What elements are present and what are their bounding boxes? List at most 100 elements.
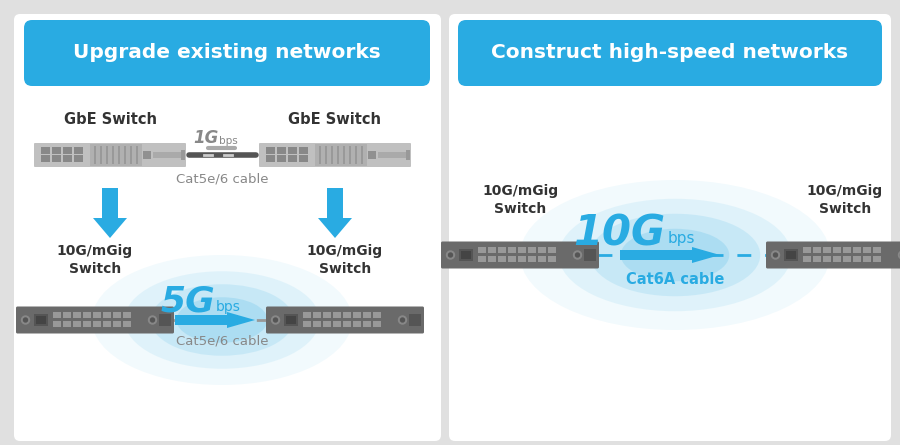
Bar (842, 247, 850, 253)
Polygon shape (93, 188, 127, 238)
Bar (547, 247, 555, 253)
Bar (353, 321, 361, 327)
Bar (83, 321, 91, 327)
Bar (373, 312, 381, 318)
Bar (277, 155, 286, 162)
Circle shape (898, 251, 900, 259)
Bar (118, 146, 120, 164)
Bar (74, 147, 83, 154)
Bar (94, 146, 96, 164)
Bar (284, 314, 298, 326)
FancyBboxPatch shape (34, 143, 186, 167)
Bar (41, 155, 50, 162)
Polygon shape (692, 247, 720, 263)
FancyBboxPatch shape (449, 14, 891, 441)
Bar (315, 144, 367, 166)
FancyBboxPatch shape (14, 14, 441, 441)
Ellipse shape (92, 255, 352, 385)
Bar (52, 147, 61, 154)
Bar (52, 312, 60, 318)
Bar (547, 256, 555, 262)
Bar (478, 256, 485, 262)
Bar (122, 312, 130, 318)
Bar (786, 251, 796, 259)
Bar (153, 152, 181, 158)
Text: Cat6A cable: Cat6A cable (626, 272, 725, 287)
Circle shape (22, 316, 30, 324)
Bar (373, 321, 381, 327)
Bar (52, 321, 60, 327)
Bar (130, 146, 132, 164)
Text: 10G/mGig
Switch: 10G/mGig Switch (57, 244, 133, 275)
Bar (852, 247, 860, 253)
Bar (852, 256, 860, 262)
Text: GbE Switch: GbE Switch (64, 113, 157, 128)
Bar (823, 256, 831, 262)
Bar (378, 152, 406, 158)
Bar (478, 247, 485, 253)
Bar (458, 249, 473, 261)
FancyBboxPatch shape (766, 242, 900, 268)
Bar (103, 312, 111, 318)
Circle shape (446, 251, 454, 259)
FancyBboxPatch shape (16, 307, 174, 333)
Bar (343, 321, 350, 327)
Polygon shape (227, 312, 255, 328)
Bar (803, 256, 811, 262)
Bar (90, 144, 142, 166)
Text: 1G: 1G (194, 129, 219, 147)
Ellipse shape (621, 229, 729, 281)
Bar (158, 314, 170, 326)
Bar (803, 247, 811, 253)
Bar (537, 247, 545, 253)
Bar (122, 321, 130, 327)
Bar (106, 146, 108, 164)
Bar (325, 146, 327, 164)
Bar (112, 321, 121, 327)
Bar (337, 146, 339, 164)
Circle shape (274, 318, 277, 322)
Bar (143, 151, 151, 159)
Text: 5G: 5G (160, 285, 215, 319)
Bar (73, 321, 80, 327)
Bar (409, 314, 420, 326)
Bar (62, 312, 70, 318)
Bar (112, 146, 114, 164)
Bar (83, 312, 91, 318)
Text: bps: bps (668, 231, 696, 246)
Circle shape (400, 318, 404, 322)
Text: Construct high-speed networks: Construct high-speed networks (491, 44, 849, 62)
Circle shape (573, 251, 581, 259)
Bar (784, 249, 797, 261)
Bar (62, 321, 70, 327)
Circle shape (23, 318, 28, 322)
Bar (312, 321, 320, 327)
Ellipse shape (520, 180, 830, 330)
Bar (175, 315, 238, 325)
Bar (288, 147, 297, 154)
Circle shape (575, 253, 580, 257)
Circle shape (148, 316, 157, 324)
Bar (349, 146, 351, 164)
Bar (537, 256, 545, 262)
Bar (488, 256, 496, 262)
Bar (488, 247, 496, 253)
Circle shape (773, 253, 778, 257)
Bar (361, 146, 363, 164)
Text: bps: bps (220, 136, 238, 146)
FancyBboxPatch shape (458, 20, 882, 86)
Bar (832, 247, 841, 253)
Bar (813, 256, 821, 262)
Bar (353, 312, 361, 318)
Bar (100, 146, 102, 164)
Bar (832, 256, 841, 262)
Bar (299, 147, 308, 154)
Bar (461, 251, 471, 259)
Bar (322, 321, 330, 327)
Bar (527, 256, 536, 262)
Bar (302, 312, 310, 318)
Bar (93, 321, 101, 327)
Bar (583, 249, 596, 261)
Bar (518, 247, 526, 253)
Bar (498, 247, 506, 253)
